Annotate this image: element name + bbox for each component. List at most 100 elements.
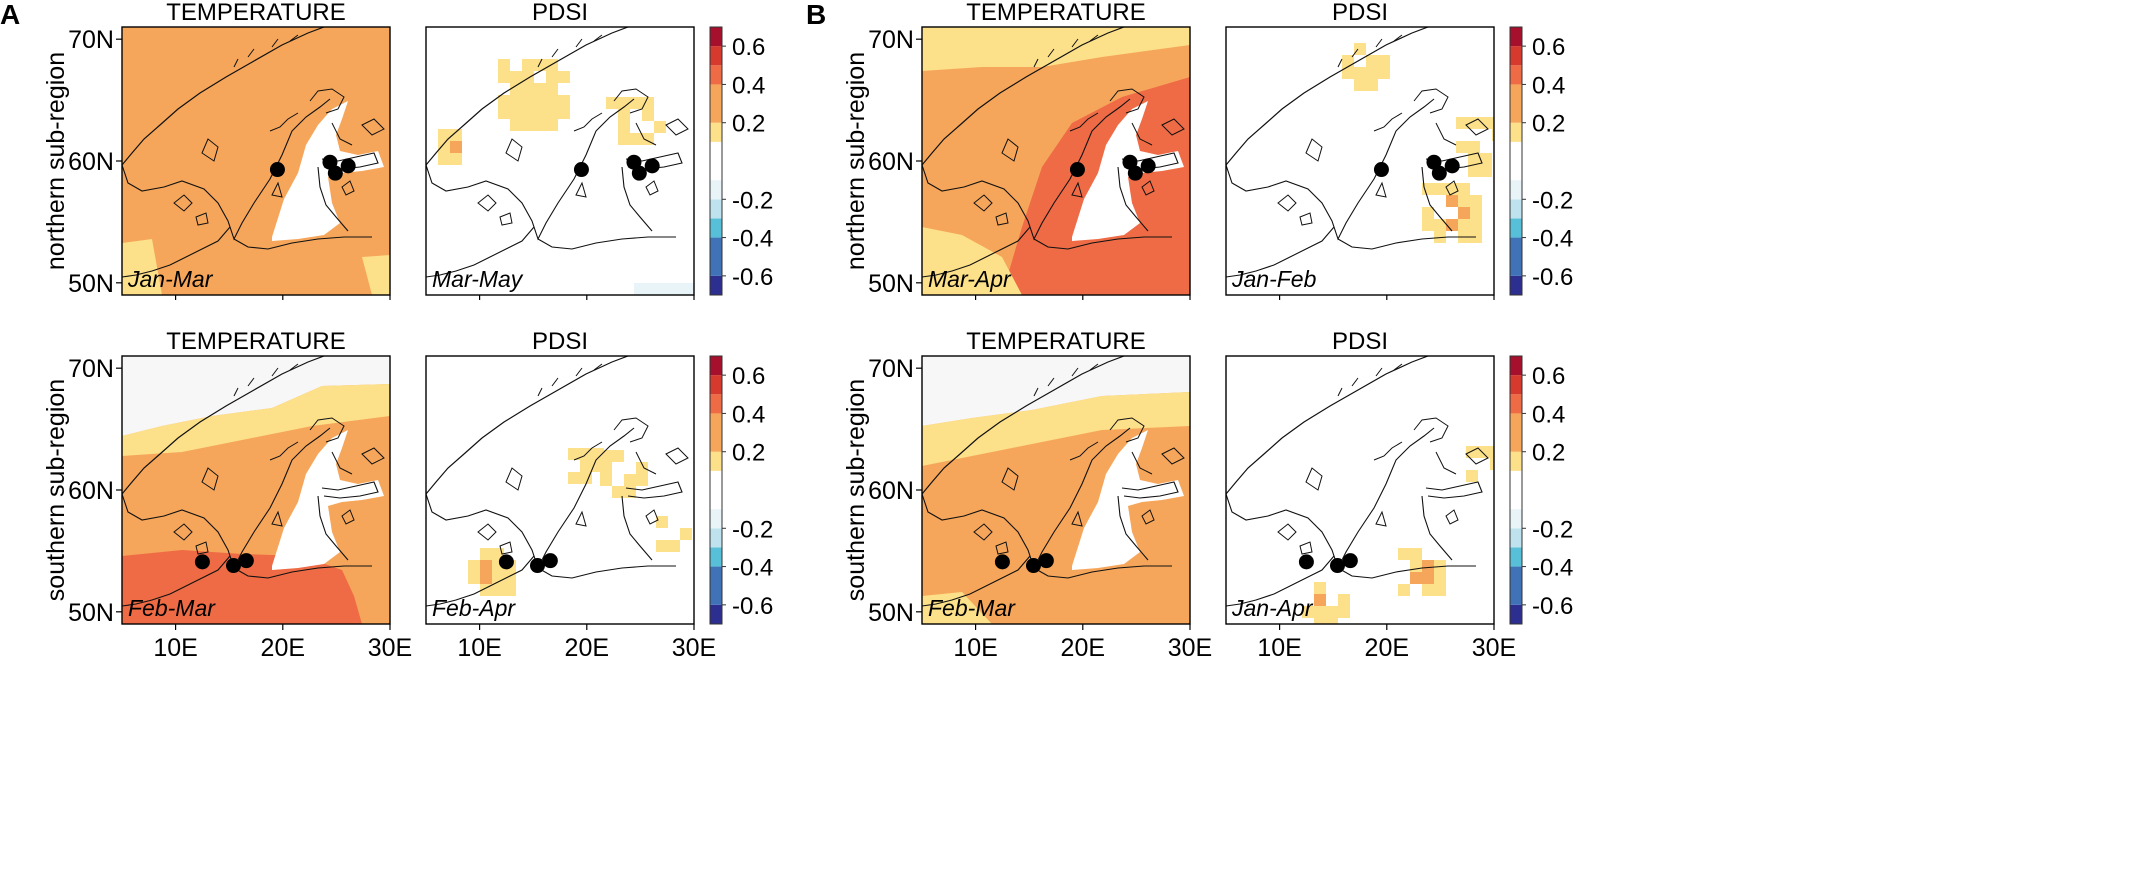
- colorbar-segment: [710, 375, 722, 395]
- season-label: Jan-Apr: [1231, 595, 1314, 621]
- pdsi-cell: [546, 71, 558, 83]
- pdsi-cell: [630, 97, 642, 109]
- tree-ring-site-marker: [1140, 158, 1156, 174]
- x-tick-label: 20E: [261, 634, 305, 662]
- tree-ring-site-marker: [225, 558, 241, 574]
- colorbar-label: 0.2: [732, 111, 765, 138]
- tree-ring-site-marker: [1373, 162, 1389, 178]
- pdsi-cell: [1446, 195, 1458, 207]
- colorbar-segment: [710, 46, 722, 66]
- colorbar-label: 0.4: [732, 72, 765, 99]
- pdsi-cell: [1398, 584, 1410, 596]
- map-title: TEMPERATURE: [166, 0, 346, 26]
- y-tick-label: 60N: [68, 477, 114, 505]
- pdsi-cell: [1470, 195, 1482, 207]
- pdsi-cell: [480, 572, 492, 584]
- pdsi-cell-negative: [634, 283, 694, 295]
- pdsi-cell: [468, 572, 480, 584]
- season-label: Feb-Apr: [432, 595, 516, 621]
- tree-ring-site-marker: [1342, 553, 1358, 569]
- map-title: TEMPERATURE: [966, 0, 1146, 26]
- colorbar-segment: [710, 451, 722, 471]
- tree-ring-site-marker: [542, 553, 558, 569]
- colorbar-label: -0.6: [1532, 264, 1573, 291]
- pdsi-cell: [1470, 219, 1482, 231]
- pdsi-cell: [450, 129, 462, 141]
- colorbar-label: 0.6: [1532, 34, 1565, 61]
- colorbar-segment: [710, 122, 722, 142]
- map-title: PDSI: [1332, 0, 1388, 26]
- colorbar-label: 0.4: [1532, 72, 1565, 99]
- pdsi-cell: [498, 107, 510, 119]
- colorbar-segment: [710, 509, 722, 529]
- tree-ring-site-marker: [573, 162, 589, 178]
- pdsi-field: [1226, 356, 1494, 624]
- colorbar-segment: [1510, 237, 1522, 276]
- pdsi-cell: [510, 71, 522, 83]
- pdsi-cell: [618, 109, 630, 121]
- pdsi-cell: [1354, 79, 1366, 91]
- pdsi-cell: [1354, 43, 1366, 55]
- map-title: PDSI: [532, 328, 588, 355]
- weak-anomaly-region: [122, 239, 162, 295]
- pdsi-cell: [600, 474, 612, 486]
- pdsi-cell: [1434, 231, 1446, 243]
- pdsi-cell: [1456, 141, 1468, 153]
- pdsi-cell: [568, 472, 580, 484]
- colorbar-segment: [1510, 199, 1522, 219]
- colorbar: 0.6 0.4 0.2 -0.2 -0.4 -0.6: [1509, 26, 1573, 296]
- colorbar-label: -0.4: [1532, 226, 1573, 253]
- colorbar-label: -0.6: [1532, 593, 1573, 620]
- colorbar-label: -0.6: [732, 593, 773, 620]
- y-tick-label: 50N: [68, 599, 114, 627]
- season-label: Mar-Apr: [928, 266, 1012, 292]
- pdsi-cell: [1446, 219, 1458, 231]
- colorbar-segment: [1510, 509, 1522, 529]
- panel-label-b: B: [806, 0, 826, 30]
- map-title: TEMPERATURE: [966, 328, 1146, 355]
- pdsi-cell: [656, 516, 668, 528]
- x-tick-label: 30E: [368, 634, 412, 662]
- pdsi-cell: [618, 97, 630, 109]
- pdsi-cell: [534, 119, 546, 131]
- pdsi-cell: [522, 83, 534, 95]
- pdsi-cell: [642, 109, 654, 121]
- pdsi-field: [426, 356, 694, 624]
- colorbar-label: -0.4: [732, 555, 773, 582]
- pdsi-cell: [510, 83, 522, 95]
- pdsi-cell: [1456, 117, 1468, 129]
- map-content: [922, 27, 1190, 295]
- pdsi-cell: [1434, 219, 1446, 231]
- season-label: Feb-Mar: [128, 595, 216, 621]
- weak-anomaly-region-north: [922, 27, 1190, 71]
- pdsi-cell: [1458, 207, 1470, 219]
- pdsi-cell: [580, 460, 592, 472]
- pdsi-cell: [618, 121, 630, 133]
- map-frame: [1225, 355, 1495, 625]
- map-content: [426, 27, 694, 295]
- panel-label-a: A: [0, 0, 20, 30]
- x-tick-label: 20E: [1365, 634, 1409, 662]
- map-content: [122, 356, 390, 624]
- colorbar-segment: [710, 141, 722, 181]
- colorbar-segment: [1510, 218, 1522, 238]
- colorbar-label: -0.4: [1532, 555, 1573, 582]
- tree-ring-site-marker: [631, 165, 647, 181]
- colorbar-segment: [710, 566, 722, 605]
- tree-ring-site-marker: [1069, 162, 1085, 178]
- y-tick-label: 50N: [868, 270, 914, 298]
- pdsi-cell: [1492, 129, 1494, 141]
- pdsi-cell: [1458, 219, 1470, 231]
- pdsi-cell: [1434, 183, 1446, 195]
- colorbar-label: -0.2: [1532, 516, 1573, 543]
- y-tick-label: 60N: [868, 148, 914, 176]
- baltic-sea-mask: [272, 430, 384, 570]
- pdsi-cell: [510, 107, 522, 119]
- pdsi-cell: [1314, 618, 1326, 624]
- pdsi-cell: [522, 59, 534, 71]
- pdsi-cell: [580, 472, 592, 484]
- colorbar-label: -0.6: [732, 264, 773, 291]
- colorbar-label: 0.2: [1532, 440, 1565, 467]
